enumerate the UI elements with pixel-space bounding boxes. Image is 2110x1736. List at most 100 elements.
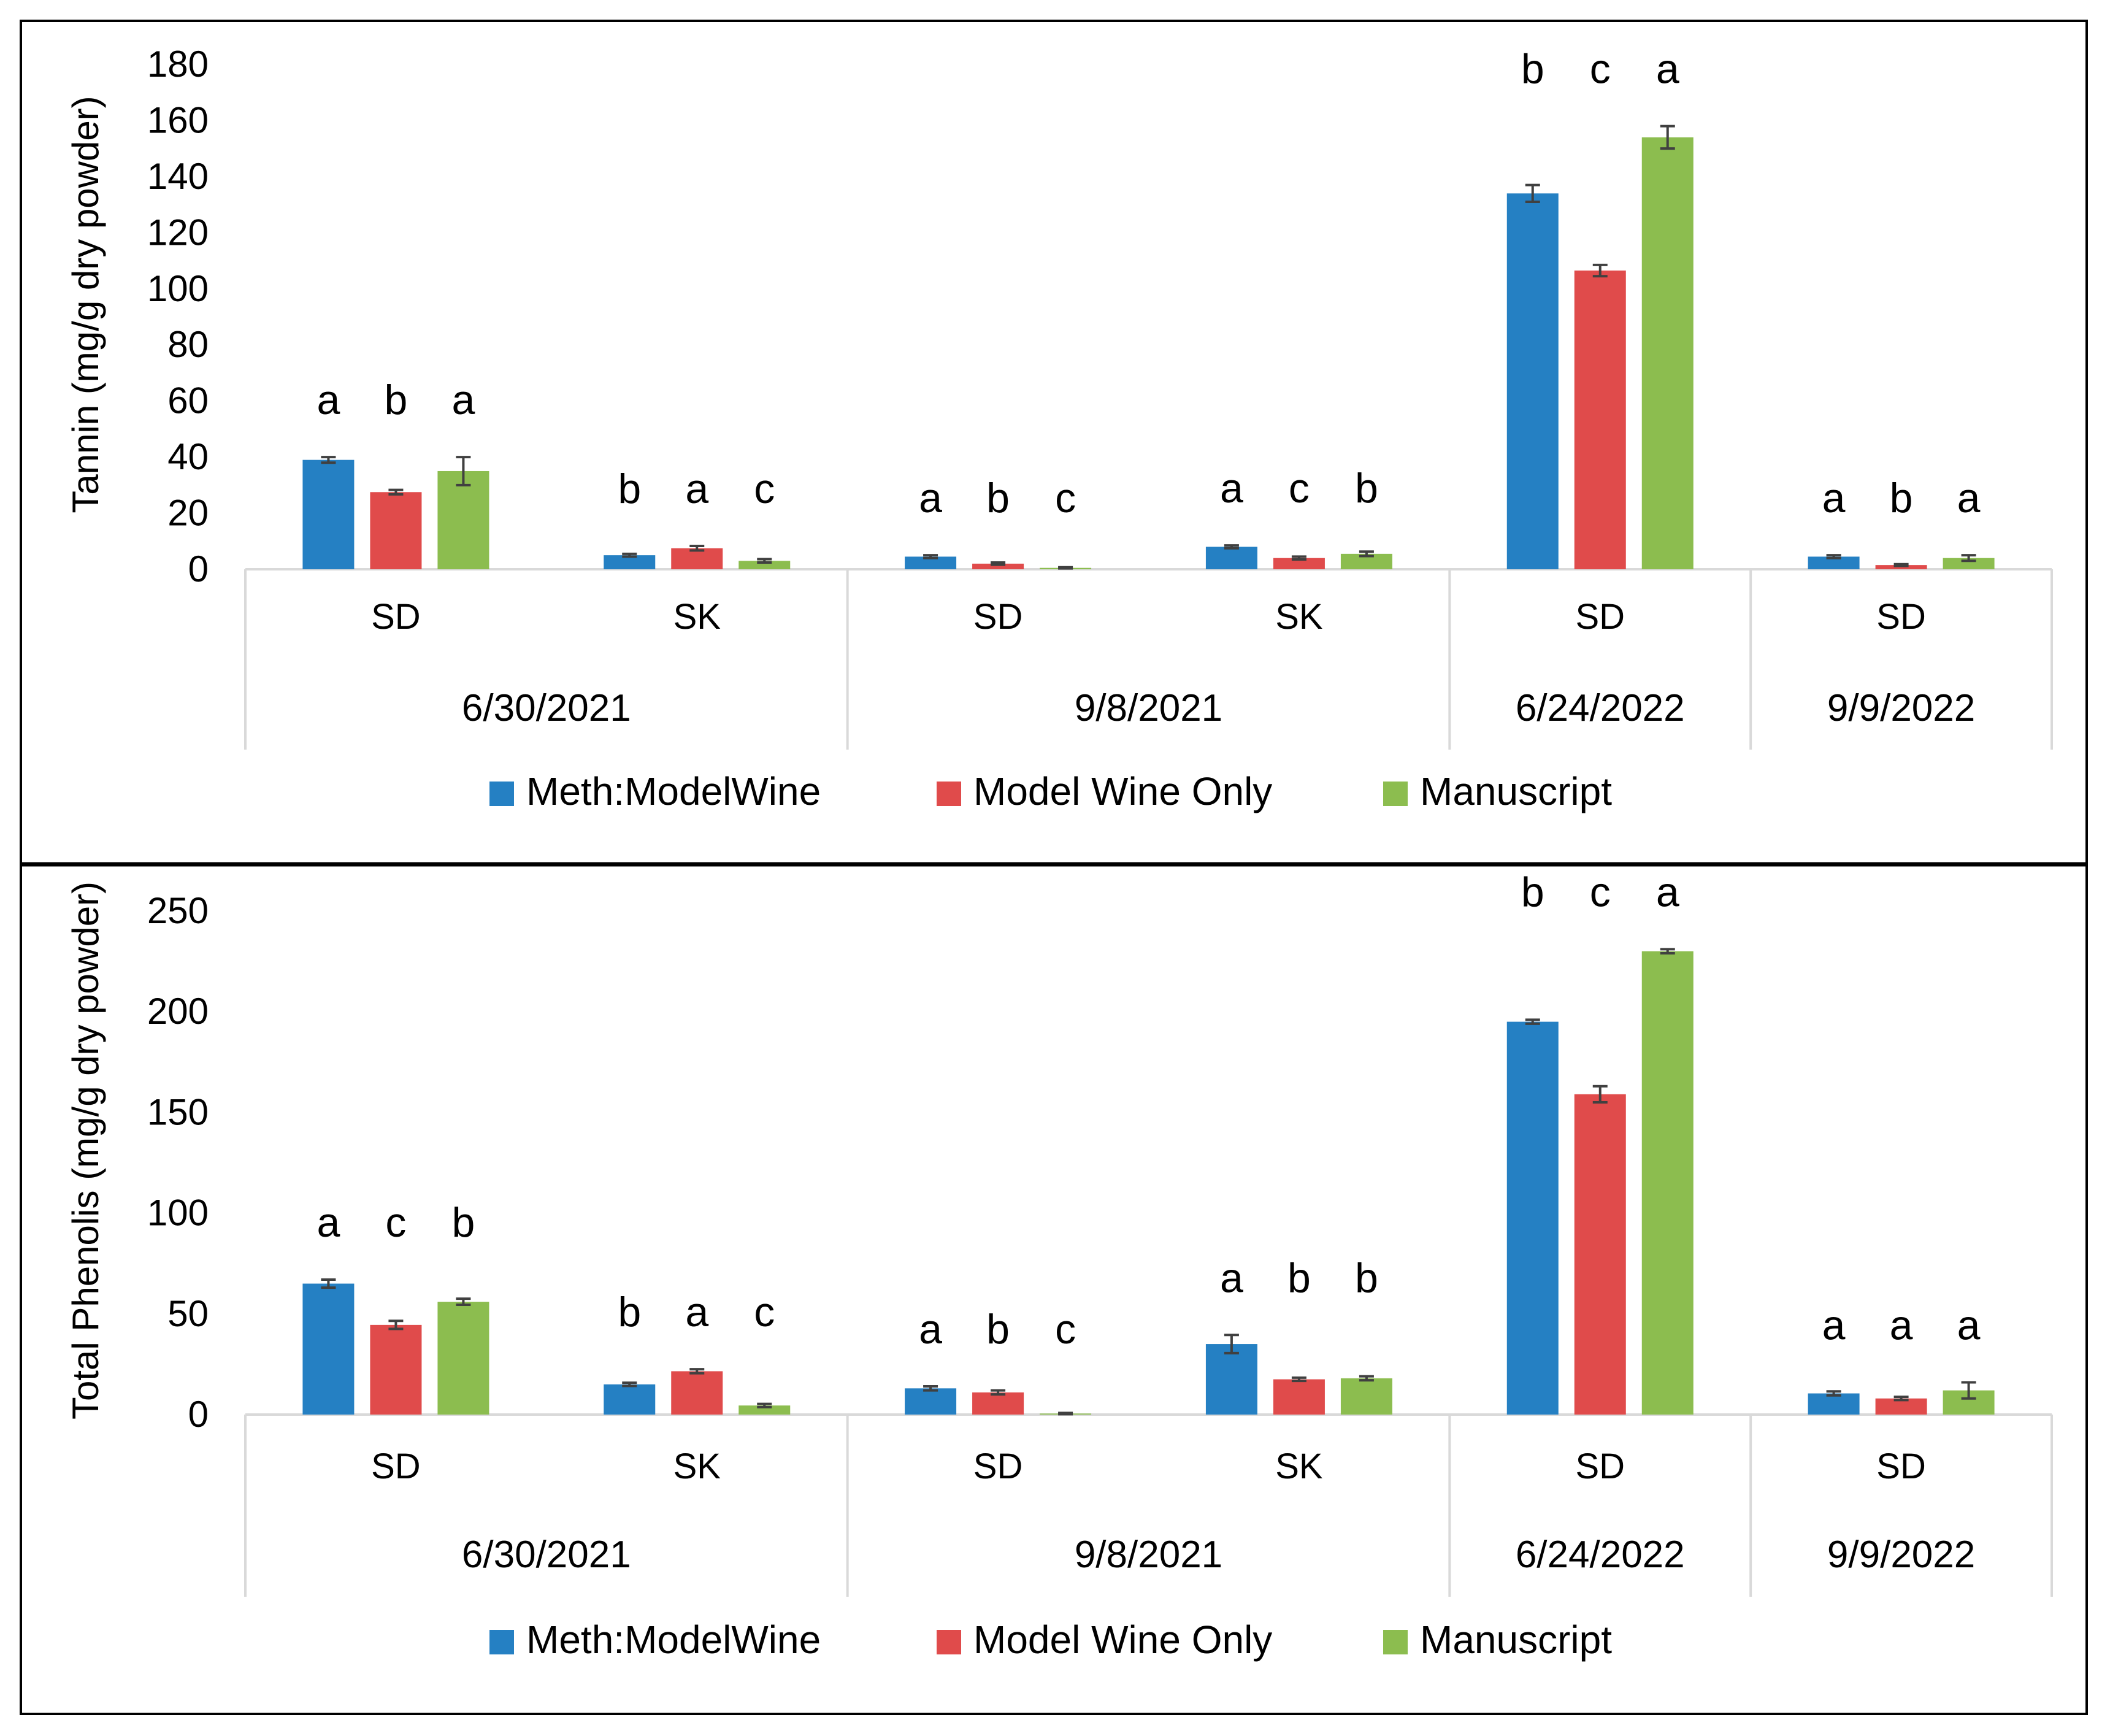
- significance-letter: a: [1656, 869, 1679, 915]
- y-tick-label: 60: [167, 380, 209, 421]
- significance-letter: b: [1521, 46, 1544, 93]
- bar: [1205, 1344, 1257, 1415]
- y-tick-label: 0: [188, 1394, 209, 1435]
- legend-swatch: [937, 1630, 961, 1654]
- significance-letter: c: [754, 1289, 775, 1335]
- total-phenolis-chart: Total Phenolis (mg/g dry powder) 0 50 100 15…: [65, 869, 2053, 1662]
- bar: [1506, 193, 1559, 569]
- significance-letter: a: [1220, 1254, 1243, 1301]
- legend-swatch: [1383, 1630, 1408, 1654]
- group-label: 9/8/2021: [1075, 687, 1222, 729]
- bar: [370, 1324, 422, 1415]
- significance-letter: b: [618, 466, 641, 512]
- y-tick-label: 50: [167, 1293, 209, 1334]
- bar: [1875, 565, 1927, 569]
- category-label: SD: [371, 597, 421, 637]
- group-label: 6/30/2021: [462, 1534, 631, 1576]
- bar: [1808, 1393, 1860, 1415]
- group-label: 9/8/2021: [1075, 1534, 1222, 1576]
- legend-swatch: [937, 782, 961, 806]
- significance-letter: a: [317, 377, 340, 423]
- bar: [905, 1388, 957, 1415]
- y-tick-label: 180: [147, 44, 209, 85]
- y-tick-label: 150: [147, 1091, 209, 1132]
- bar: [604, 1384, 656, 1415]
- legend-label: Meth:ModelWine: [526, 769, 821, 813]
- significance-letter: b: [1355, 1254, 1378, 1301]
- bar: [302, 1283, 355, 1415]
- bar: [738, 1405, 791, 1415]
- significance-letter: c: [1055, 1306, 1076, 1353]
- y-axis-label: Tannin (mg/g dry powder): [65, 96, 106, 513]
- significance-letter: a: [1220, 465, 1243, 512]
- significance-letter: a: [1822, 1302, 1846, 1348]
- category-label: SD: [973, 1446, 1023, 1486]
- significance-letter: c: [1055, 475, 1076, 521]
- bar: [1273, 1379, 1325, 1415]
- bar: [972, 563, 1024, 569]
- bar: [1943, 558, 1995, 569]
- category-label: SK: [673, 1446, 721, 1486]
- significance-letter: b: [986, 475, 1010, 521]
- category-label: SK: [1275, 1446, 1323, 1486]
- bar: [1641, 137, 1694, 569]
- category-label: SD: [1575, 597, 1625, 637]
- group-label: 6/24/2022: [1516, 687, 1685, 729]
- significance-letter: a: [452, 377, 475, 423]
- y-tick-label: 160: [147, 99, 209, 140]
- significance-letter: a: [685, 1289, 708, 1335]
- significance-letter: a: [1822, 475, 1846, 521]
- legend-label: Model Wine Only: [973, 769, 1272, 813]
- group-label: 6/30/2021: [462, 687, 631, 729]
- significance-letter: a: [317, 1199, 340, 1246]
- category-label: SD: [1876, 1446, 1926, 1486]
- legend-label: Model Wine Only: [973, 1618, 1272, 1662]
- legend-label: Manuscript: [1420, 1618, 1612, 1662]
- bar: [671, 548, 723, 569]
- significance-letter: a: [919, 1306, 942, 1353]
- bar: [370, 492, 422, 569]
- category-label: SD: [1876, 597, 1926, 637]
- significance-letter: a: [919, 475, 942, 521]
- y-axis-label: Total Phenolis (mg/g dry powder): [65, 881, 106, 1419]
- significance-letter: b: [1355, 465, 1378, 512]
- bar: [437, 470, 489, 569]
- bar: [738, 561, 791, 569]
- tannin-chart: Tannin (mg/g dry powder) 0 20 40 60 80 100 120 1…: [65, 44, 2053, 813]
- category-label: SD: [371, 1446, 421, 1486]
- legend-label: Meth:ModelWine: [526, 1618, 821, 1662]
- y-tick-label: 100: [147, 1193, 209, 1234]
- legend-label: Manuscript: [1420, 769, 1612, 813]
- significance-letter: a: [685, 466, 708, 512]
- significance-letter: c: [1590, 869, 1611, 915]
- bar: [1340, 1378, 1392, 1415]
- y-tick-label: 250: [147, 890, 209, 931]
- legend-swatch: [489, 782, 514, 806]
- significance-letter: a: [1957, 1302, 1981, 1348]
- y-tick-label: 120: [147, 212, 209, 253]
- legend-swatch: [1383, 782, 1408, 806]
- group-label: 6/24/2022: [1516, 1534, 1685, 1576]
- bar: [437, 1302, 489, 1415]
- y-tick-label: 140: [147, 156, 209, 197]
- bar: [1574, 1094, 1626, 1415]
- y-tick-label: 80: [167, 324, 209, 365]
- significance-letter: a: [1890, 1302, 1913, 1348]
- bar: [1641, 951, 1694, 1415]
- group-label: 9/9/2022: [1827, 687, 1975, 729]
- y-tick-label: 40: [167, 436, 209, 477]
- bar: [972, 1392, 1024, 1415]
- bar: [1506, 1021, 1559, 1415]
- significance-letter: b: [1287, 1254, 1311, 1301]
- significance-letter: a: [1957, 475, 1981, 521]
- significance-letter: b: [452, 1199, 475, 1246]
- y-tick-label: 100: [147, 268, 209, 309]
- bar: [1273, 558, 1325, 569]
- category-label: SD: [1575, 1446, 1625, 1486]
- significance-letter: b: [385, 377, 408, 423]
- significance-letter: c: [1289, 465, 1310, 512]
- significance-letter: b: [1521, 869, 1544, 915]
- category-label: SK: [1275, 597, 1323, 637]
- category-label: SK: [673, 597, 721, 637]
- bar: [302, 459, 355, 569]
